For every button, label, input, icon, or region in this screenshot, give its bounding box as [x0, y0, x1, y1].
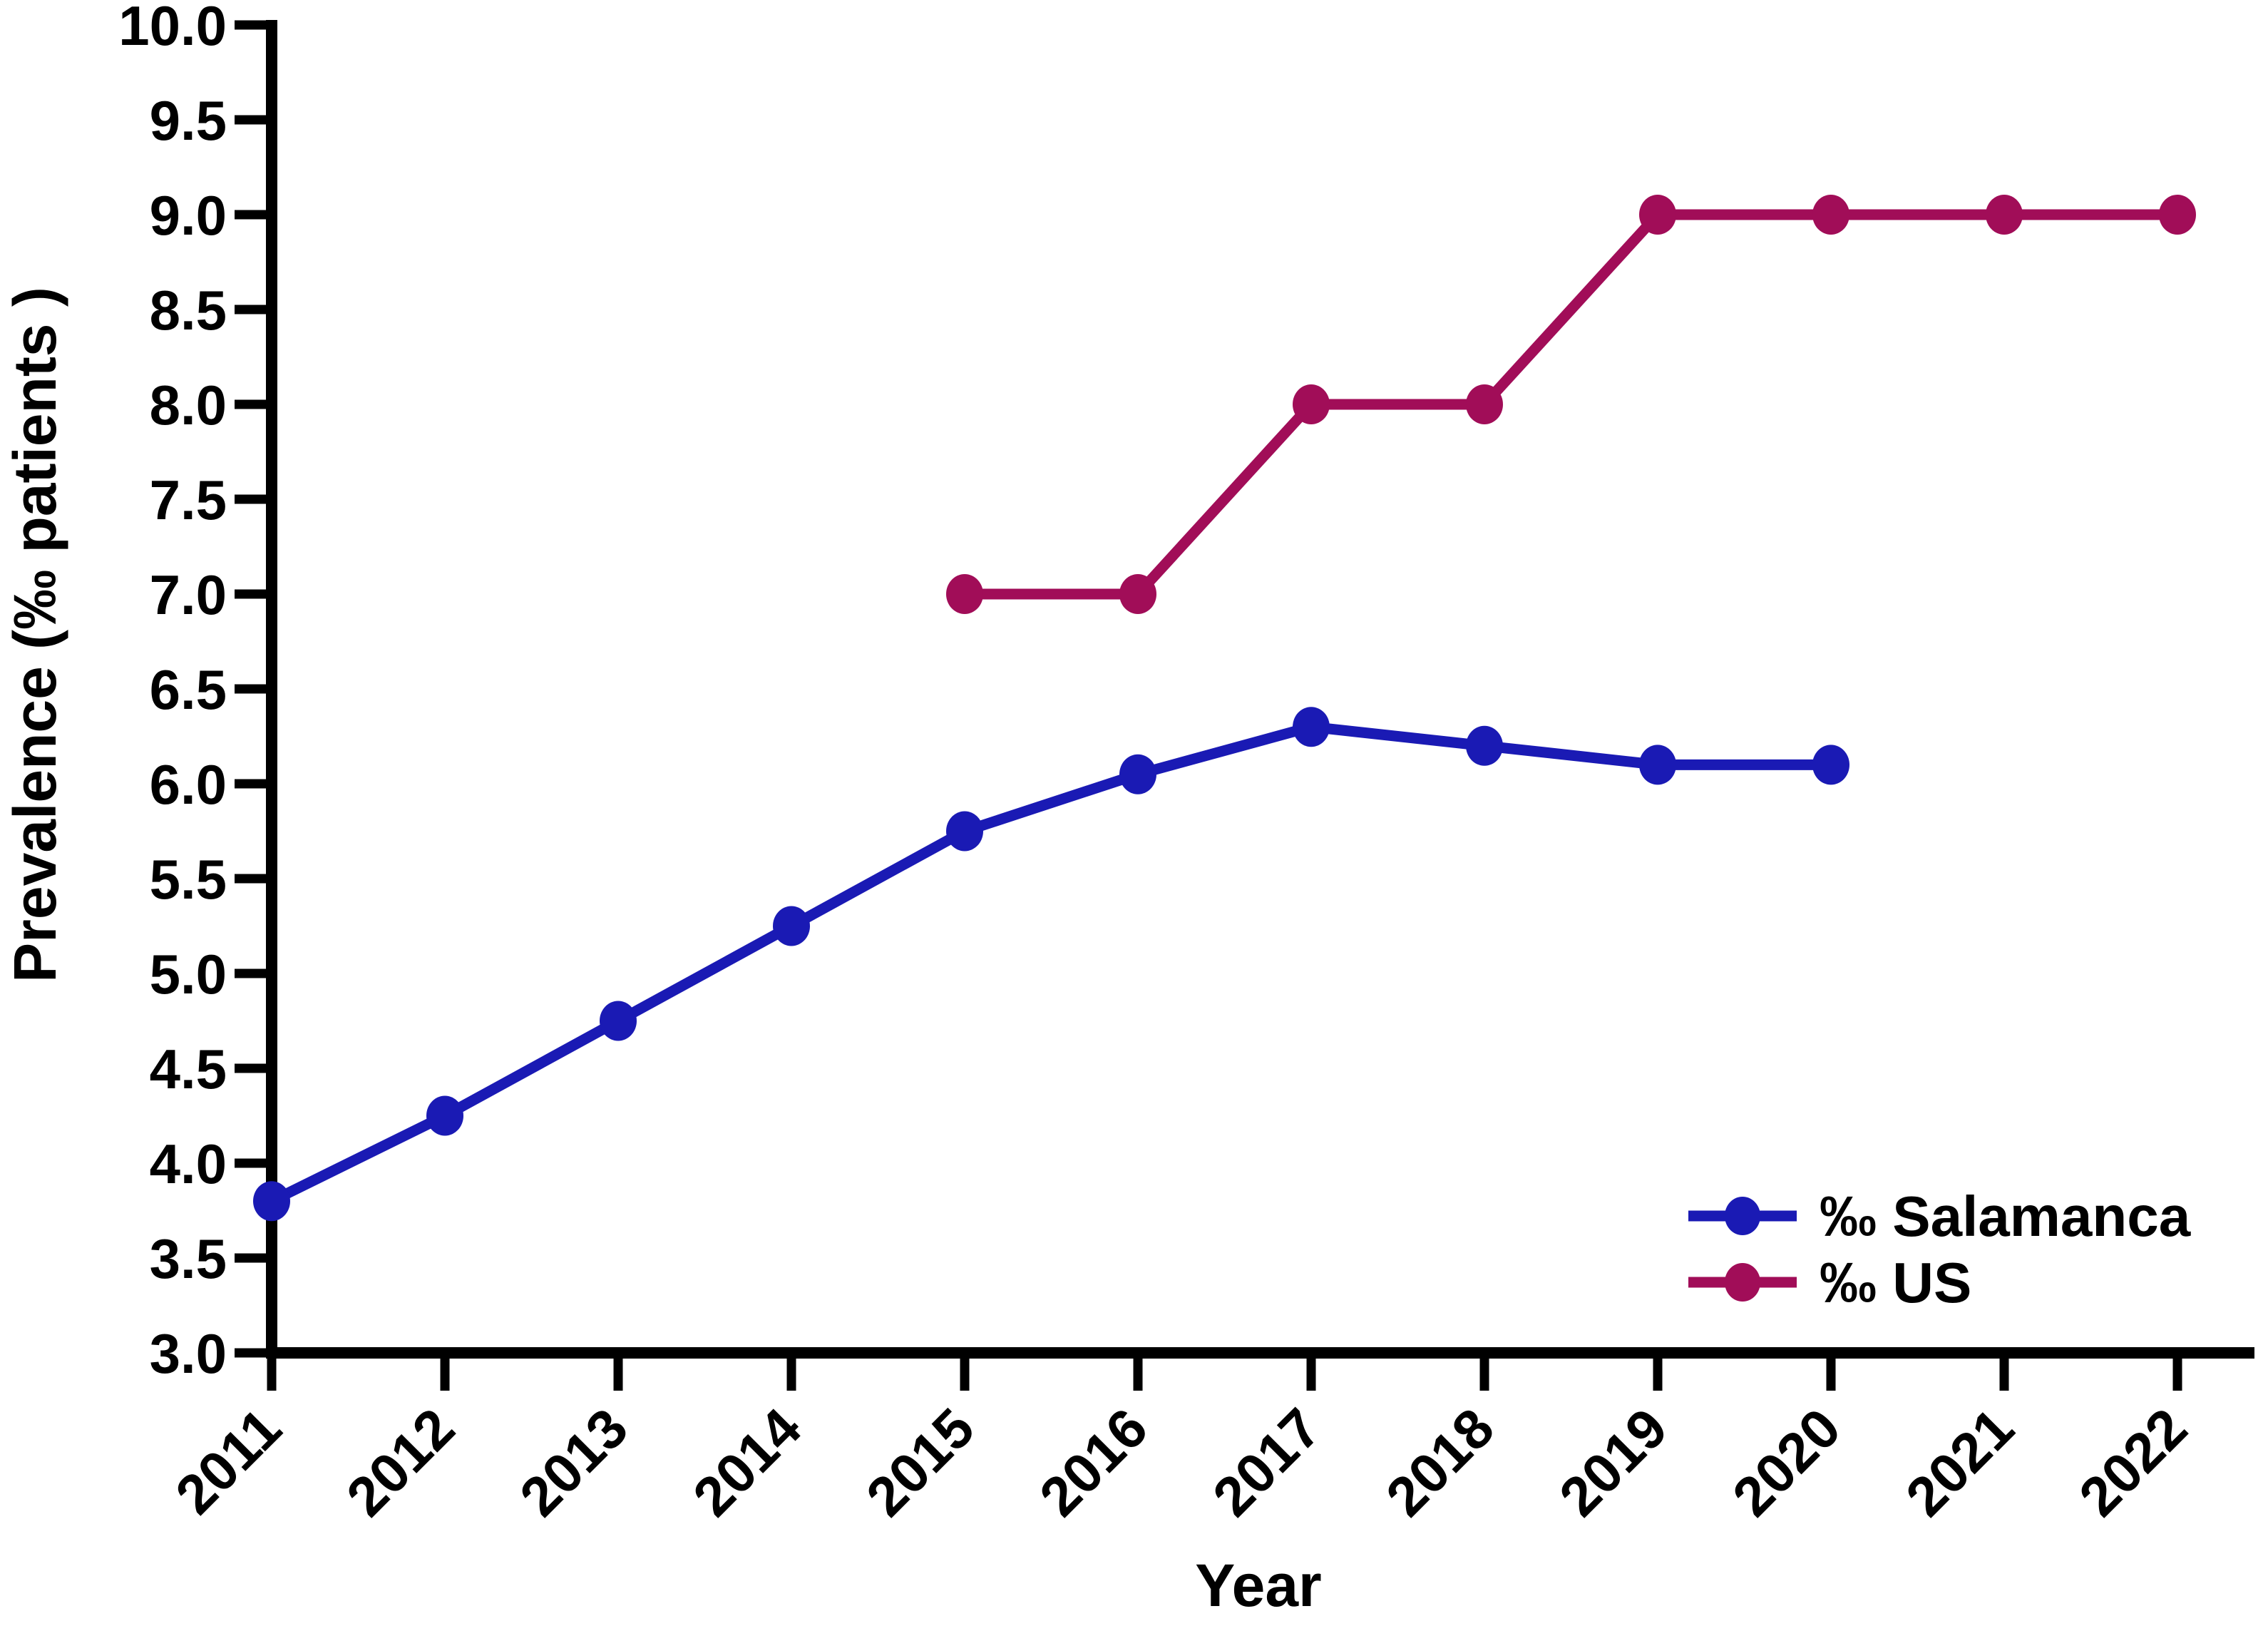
data-point — [946, 574, 983, 614]
data-point — [1639, 745, 1676, 785]
y-tick-label: 7.0 — [150, 563, 227, 626]
chart-legend: ‰ Salamanca‰ US — [1688, 1185, 2191, 1314]
y-tick-label: 6.0 — [150, 753, 227, 816]
y-tick-label: 10.0 — [118, 0, 227, 57]
y-tick-label: 5.0 — [150, 943, 227, 1006]
data-point — [426, 1095, 463, 1136]
data-series — [253, 195, 2196, 1222]
y-tick-label: 9.0 — [150, 184, 227, 247]
data-point — [253, 1181, 290, 1222]
data-point — [1986, 195, 2023, 235]
data-point — [1119, 574, 1156, 614]
legend-label: ‰ Salamanca — [1820, 1185, 2191, 1248]
data-point — [1293, 384, 1330, 424]
data-point — [1466, 725, 1503, 766]
series-line-1 — [959, 209, 2183, 600]
y-tick-label: 7.5 — [150, 469, 227, 531]
y-tick-label: 8.5 — [150, 279, 227, 342]
data-point — [1812, 745, 1849, 785]
data-point — [2159, 195, 2196, 235]
legend-label: ‰ US — [1820, 1251, 1971, 1314]
y-tick-label: 9.5 — [150, 89, 227, 152]
data-point — [946, 811, 983, 852]
data-point — [600, 1001, 637, 1041]
legend-marker-dot — [1725, 1263, 1760, 1302]
data-point — [1466, 384, 1503, 424]
y-tick-label: 3.0 — [150, 1322, 227, 1385]
y-tick-label: 4.5 — [150, 1038, 227, 1100]
y-axis-ticks: 3.0 3.5 4.0 4.5 5.0 5.5 6.0 6.5 7.0 7.5 8.0 8.5 9.0 9… — [118, 0, 272, 1385]
x-axis-title: Year — [1195, 1552, 1322, 1619]
y-tick-label: 5.5 — [150, 848, 227, 911]
y-axis-title: Prevalence (‰ patients ) — [1, 287, 68, 983]
data-point — [1812, 195, 1849, 235]
y-tick-label: 3.5 — [150, 1227, 227, 1290]
legend-marker-dot — [1725, 1197, 1760, 1235]
series-line-0 — [266, 721, 1837, 1207]
data-point — [1293, 707, 1330, 747]
data-point — [1639, 195, 1676, 235]
y-tick-label: 8.0 — [150, 374, 227, 436]
y-tick-label: 6.5 — [150, 658, 227, 721]
data-point — [773, 906, 810, 946]
data-point — [1119, 754, 1156, 794]
y-tick-label: 4.0 — [150, 1133, 227, 1195]
